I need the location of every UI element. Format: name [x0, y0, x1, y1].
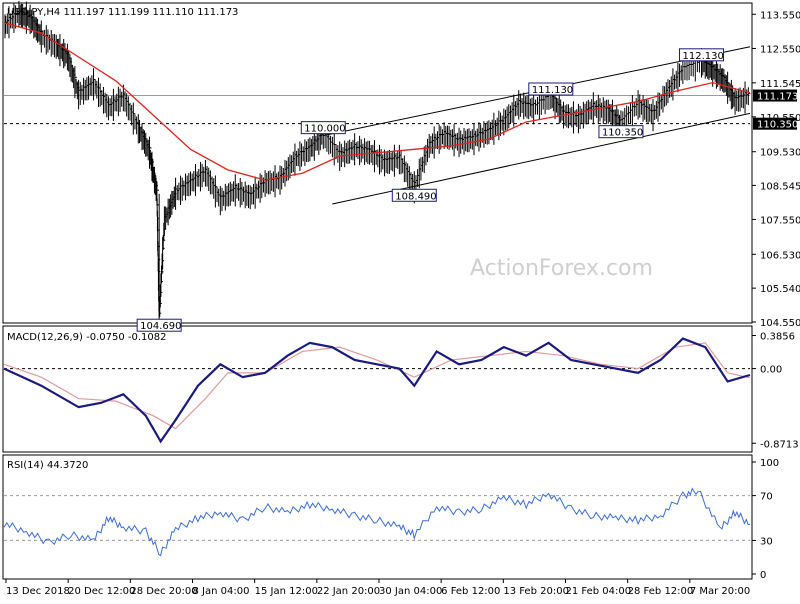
support-badge: [753, 117, 797, 130]
axis-layer: 113.550112.550111.545110.550109.530108.5…: [5, 10, 800, 597]
price-tick-label: 105.540: [760, 284, 800, 295]
annotation-box: [528, 82, 574, 96]
moving-average-line: [3, 22, 751, 181]
macd-layer: [3, 337, 751, 444]
rsi-tick-label: 70: [760, 492, 773, 503]
annotation-label: 112.130: [683, 51, 724, 62]
price-tick-label: 109.530: [760, 148, 800, 159]
x-tick-label: 28 Feb 12:00: [628, 586, 694, 597]
macd-tick-label: 0.00: [760, 365, 782, 376]
watermark: ActionForex.com: [470, 256, 653, 281]
price-panel-frame: [2, 2, 753, 324]
x-tick-label: 22 Jan 20:00: [317, 586, 380, 597]
price-tick-label: 106.530: [760, 250, 800, 261]
macd-tick-label: 0.3856: [760, 332, 795, 343]
rsi-line: [3, 487, 751, 557]
price-tick-label: 108.545: [760, 181, 800, 192]
annotation-box: [136, 318, 182, 332]
rsi-label: RSI(14) 44.3720: [7, 460, 88, 471]
x-tick-label: 13 Dec 2018: [6, 586, 70, 597]
symbol-header: USDJPY,H4 111.197 111.199 111.110 111.17…: [7, 7, 238, 18]
x-tick-label: 7 Mar 20:00: [690, 586, 750, 597]
macd-line: [3, 337, 751, 444]
price-layer: 112.130 111.130 110.350 110.000 108.490 104.6…: [3, 0, 751, 332]
x-tick-label: 20 Dec 12:00: [68, 586, 135, 597]
annotation-label: 111.130: [532, 85, 573, 96]
annotation-label: 108.490: [395, 191, 436, 202]
price-tick-label: 112.550: [760, 44, 800, 55]
macd-tick-label: -0.8713: [760, 439, 799, 450]
rsi-layer: [3, 487, 751, 557]
annotation-box: [300, 121, 346, 135]
annotation-label: 104.690: [140, 321, 181, 332]
x-tick-label: 13 Feb 20:00: [503, 586, 569, 597]
last-price-label: 111.173: [757, 92, 798, 103]
x-tick-label: 30 Jan 04:00: [379, 586, 442, 597]
x-tick-label: 21 Feb 04:00: [566, 586, 632, 597]
rsi-panel-frame: [2, 454, 753, 580]
price-tick-label: 104.550: [760, 318, 800, 329]
price-tick-label: 111.545: [760, 79, 800, 90]
rsi-tick-label: 0: [760, 570, 766, 581]
annotation-box: [679, 48, 725, 62]
price-tick-label: 107.550: [760, 215, 800, 226]
rsi-tick-label: 100: [760, 458, 779, 469]
annotation-box: [598, 125, 644, 139]
price-tick-label: 113.550: [760, 10, 800, 21]
macd-label: MACD(12,26,9) -0.0750 -0.1082: [7, 332, 167, 343]
x-tick-label: 28 Dec 20:00: [130, 586, 197, 597]
x-tick-label: 15 Jan 12:00: [255, 586, 318, 597]
annotation-box: [391, 188, 437, 202]
x-tick-label: 8 Jan 04:00: [193, 586, 250, 597]
last-price-badge: [753, 89, 797, 102]
macd-panel-frame: [2, 325, 753, 453]
rsi-tick-label: 30: [760, 536, 773, 547]
support-label: 110.350: [757, 120, 798, 131]
annotation-label: 110.350: [602, 128, 643, 139]
x-tick-label: 6 Feb 12:00: [441, 586, 500, 597]
annotation-label: 110.000: [304, 124, 345, 135]
